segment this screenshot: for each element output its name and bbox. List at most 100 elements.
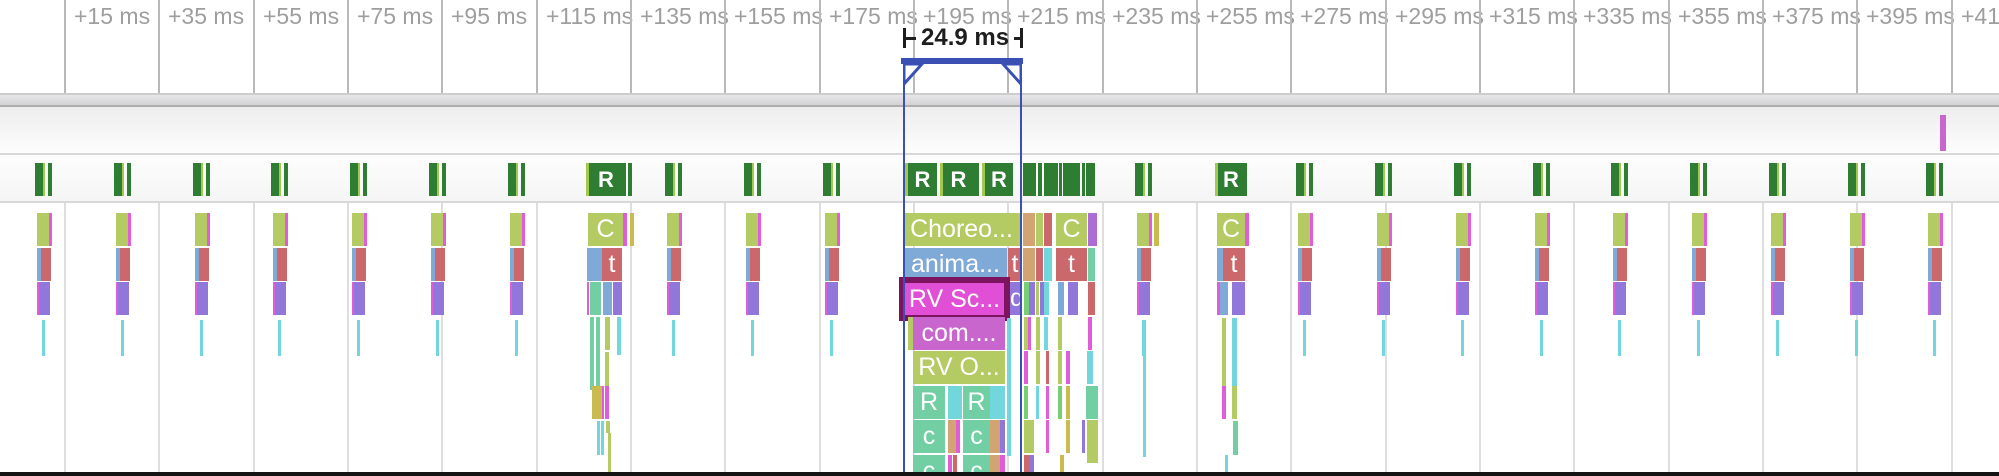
flame-event[interactable] (590, 317, 594, 390)
flame-event[interactable] (671, 248, 681, 281)
raster-marker[interactable] (521, 163, 525, 196)
raster-marker[interactable] (284, 163, 288, 196)
flame-event[interactable] (41, 248, 51, 281)
flame-event[interactable] (825, 282, 827, 315)
flame-event[interactable] (1036, 248, 1043, 281)
raster-marker[interactable] (836, 163, 840, 196)
flame-event[interactable] (953, 455, 957, 472)
flame-event[interactable] (758, 213, 761, 246)
flame-event[interactable] (1928, 282, 1930, 315)
flame-event[interactable] (1222, 318, 1226, 418)
flame-event[interactable] (1850, 213, 1862, 246)
raster-marker[interactable] (1082, 163, 1085, 196)
raster-marker[interactable] (744, 163, 754, 196)
flame-event[interactable] (118, 282, 129, 315)
flame-event[interactable] (116, 213, 128, 246)
flame-event[interactable] (990, 455, 1000, 472)
flame-event[interactable] (746, 248, 750, 281)
flame-event[interactable] (1058, 386, 1062, 419)
flame-event[interactable] (1776, 320, 1779, 356)
flame-event[interactable] (1225, 455, 1228, 472)
flame-event[interactable]: t (1056, 248, 1087, 281)
flame-event[interactable] (1298, 248, 1302, 281)
flame-event[interactable] (1303, 320, 1306, 356)
flame-event[interactable] (1377, 248, 1381, 281)
flame-event[interactable] (1024, 351, 1028, 384)
raster-marker[interactable] (1296, 163, 1306, 196)
flame-event[interactable] (1046, 420, 1049, 453)
collapsed-track-band[interactable] (0, 93, 1999, 107)
raster-marker-R[interactable]: R (940, 163, 974, 196)
flame-event[interactable] (1137, 213, 1149, 246)
flame-event[interactable] (1930, 282, 1941, 315)
flame-event[interactable] (195, 282, 197, 315)
flame-event[interactable] (1036, 282, 1039, 315)
flame-event[interactable] (1310, 213, 1313, 246)
flame-event[interactable] (273, 213, 285, 246)
flame-event[interactable] (1088, 248, 1095, 281)
flame-event[interactable] (956, 420, 960, 453)
flame-event[interactable] (1932, 248, 1942, 281)
raster-marker[interactable] (429, 163, 439, 196)
flame-event[interactable] (908, 317, 913, 350)
flame-event[interactable] (116, 282, 118, 315)
selection-bracket-hook[interactable] (999, 62, 1023, 92)
flame-event[interactable] (1771, 282, 1773, 315)
raster-marker[interactable] (1533, 163, 1543, 196)
flame-event[interactable] (1036, 351, 1040, 384)
raster-marker[interactable] (1044, 163, 1058, 196)
flame-event[interactable] (510, 248, 514, 281)
flame-event[interactable] (197, 282, 208, 315)
flame-event[interactable] (1613, 282, 1615, 315)
flame-event[interactable] (356, 248, 366, 281)
flame-event[interactable] (49, 213, 52, 246)
flame-event[interactable] (1535, 248, 1539, 281)
flame-event[interactable] (1618, 320, 1621, 356)
flame-event[interactable] (128, 213, 131, 246)
flame-event[interactable] (1029, 455, 1034, 472)
raster-marker[interactable] (1467, 163, 1471, 196)
flame-event[interactable] (1539, 248, 1549, 281)
raster-marker[interactable] (1611, 163, 1621, 196)
flame-event[interactable] (1694, 282, 1705, 315)
flame-event[interactable] (1302, 248, 1312, 281)
flame-event[interactable] (1137, 282, 1139, 315)
flame-event[interactable] (1044, 248, 1052, 281)
raster-marker[interactable] (823, 163, 833, 196)
flame-event[interactable] (1855, 320, 1858, 356)
flame-event[interactable] (1040, 282, 1044, 315)
flame-event[interactable]: RV O... (913, 351, 1005, 384)
raster-marker[interactable] (442, 163, 446, 196)
raster-marker[interactable] (1454, 163, 1464, 196)
flame-event[interactable] (617, 317, 621, 355)
flame-event[interactable] (278, 320, 281, 356)
flame-event[interactable] (746, 213, 758, 246)
flame-event[interactable] (1928, 248, 1932, 281)
flame-event[interactable] (990, 386, 1005, 419)
flame-event[interactable] (1540, 320, 1543, 356)
flame-event[interactable] (42, 320, 45, 356)
flame-event[interactable] (433, 282, 444, 315)
flame-event[interactable]: c (963, 420, 990, 453)
flame-event-selected[interactable]: RV Sc... (899, 277, 1010, 321)
selection-edge-line[interactable] (1020, 63, 1022, 472)
raster-marker[interactable] (1388, 163, 1392, 196)
flame-event[interactable] (1044, 282, 1049, 315)
flame-event[interactable] (679, 213, 682, 246)
flame-event[interactable] (1058, 282, 1064, 315)
flame-event[interactable] (120, 248, 130, 281)
flame-event[interactable] (1154, 213, 1159, 246)
flame-event[interactable] (1940, 213, 1943, 246)
flame-event[interactable] (837, 213, 840, 246)
flame-event[interactable] (1222, 386, 1226, 419)
flame-event[interactable] (1232, 318, 1237, 386)
flame-event[interactable] (1088, 213, 1097, 246)
flame-event[interactable] (667, 282, 669, 315)
flame-event[interactable] (1029, 282, 1035, 315)
raster-marker[interactable] (1546, 163, 1550, 196)
flame-event[interactable] (1024, 282, 1029, 315)
flame-event[interactable] (1044, 317, 1048, 350)
flame-event[interactable] (605, 352, 609, 407)
flame-event[interactable] (1692, 248, 1696, 281)
flame-event[interactable] (1625, 213, 1628, 246)
